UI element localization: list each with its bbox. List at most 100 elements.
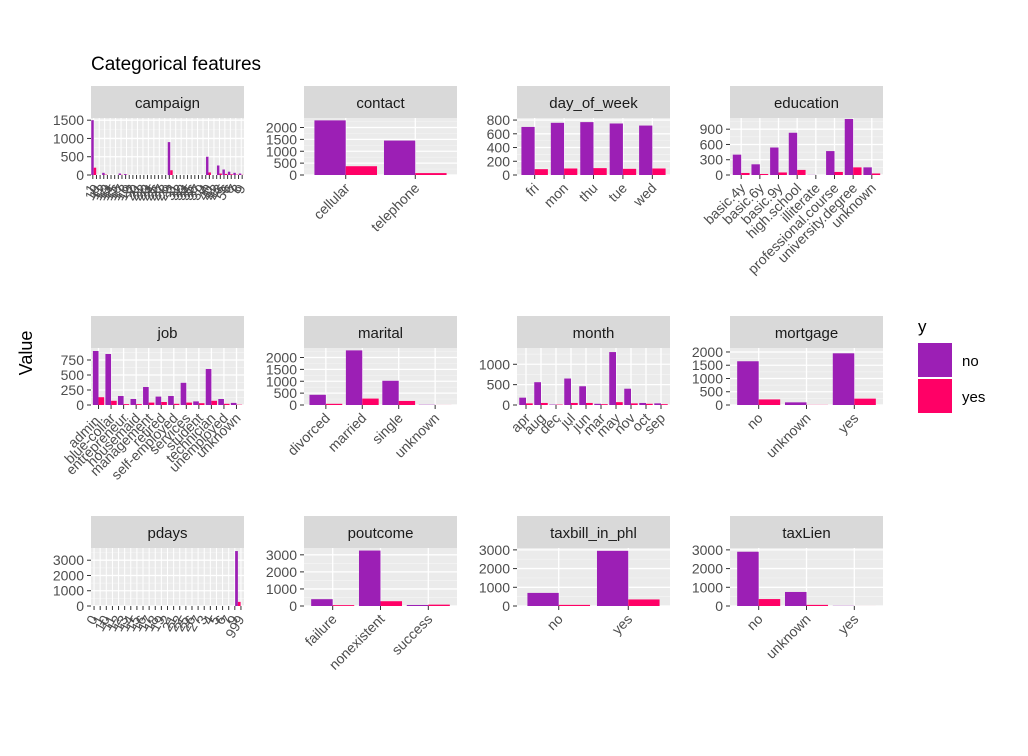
x-tick-label: 28	[151, 181, 173, 203]
y-tick-label: 2000	[53, 567, 84, 583]
y-tick-label: 0	[502, 598, 510, 614]
bar-no-taxLien-no	[737, 551, 759, 606]
x-tick-label: 20	[121, 181, 143, 203]
bar-no-job-unknown	[230, 402, 237, 405]
bar-yes-pdays	[237, 601, 241, 606]
bar-yes-education-unknown	[871, 173, 881, 175]
x-tick-label: 26	[143, 181, 165, 203]
facet-strip-label: poutcome	[348, 525, 414, 542]
bar-yes-education-basic.4y	[741, 172, 750, 175]
bar-yes-job-admin.	[98, 397, 105, 405]
y-tick-label: 0	[502, 397, 510, 413]
bar-no-mortgage-unknown	[784, 402, 807, 405]
x-tick-label: no	[743, 611, 765, 633]
x-tick-label: 39	[187, 181, 209, 203]
y-tick-label: 1000	[479, 356, 510, 372]
facet-strip	[517, 86, 670, 118]
facet-month: month05001000apraugdecjuljunmarmaynovoct…	[479, 316, 670, 440]
bar-no-campaign	[216, 165, 220, 175]
legend: y no yes	[918, 317, 985, 413]
bar-yes-education-basic.6y	[759, 173, 769, 175]
bar-no-month-mar	[594, 403, 601, 405]
x-tick-label: 56	[213, 181, 235, 203]
y-tick-label: 3000	[266, 547, 297, 563]
facet-taxbill_in_phl: taxbill_in_phl 0 1000 2000 3000 no yes	[479, 516, 670, 638]
bar-yes-job-technician	[211, 400, 218, 405]
x-tick-label: 15	[100, 181, 122, 203]
bar-no-month-aug	[534, 382, 541, 405]
bar-no-marital-single	[382, 380, 399, 405]
bar-no-day_of_week-thu	[580, 122, 594, 175]
facet-strip-label: pdays	[147, 525, 187, 542]
y-tick-label: 1000	[266, 143, 297, 159]
x-tick-label: 19	[114, 181, 136, 203]
x-tick-label: yes	[609, 611, 636, 638]
x-tick-label: 21	[159, 612, 181, 634]
facet-strip-label: month	[573, 325, 615, 342]
facet-strip	[91, 516, 244, 548]
bar-no-month-nov	[624, 388, 631, 405]
x-tick-label: 12	[103, 612, 125, 634]
bar-no-month-apr	[519, 397, 526, 405]
y-tick-label: 1000	[479, 579, 510, 595]
bar-no-job-technician	[205, 369, 212, 405]
y-tick-label: 600	[487, 126, 511, 142]
legend-label-no: no	[962, 353, 979, 370]
bar-no-job-self-employed	[168, 396, 174, 405]
y-tick-label: 0	[76, 598, 84, 614]
facet-strip	[517, 316, 670, 348]
bar-no-day_of_week-fri	[521, 126, 535, 175]
bar-no-month-sep	[654, 403, 661, 405]
y-tick-label: 2000	[479, 561, 510, 577]
x-tick-label: 23	[132, 181, 154, 203]
x-tick-label: 36	[180, 181, 202, 203]
bar-yes-education-high.school	[797, 169, 806, 175]
x-tick-label: 16	[103, 181, 125, 203]
bar-no-job-unemployed	[218, 399, 224, 405]
x-tick-label: 34	[172, 181, 194, 203]
x-tick-label: wed	[629, 180, 659, 210]
bar-no-taxLien-unknown	[784, 591, 807, 606]
x-tick-label: 43	[205, 181, 227, 203]
facet-strip-label: day_of_week	[549, 95, 638, 112]
y-tick-label: 1000	[266, 581, 297, 597]
x-tick-label: 33	[169, 181, 191, 203]
x-tick-label: 17	[134, 612, 156, 634]
x-tick-label: 14	[116, 612, 138, 634]
x-tick-label: 10	[81, 181, 103, 203]
y-tick-label: 600	[700, 136, 724, 152]
x-tick-label: 37	[183, 181, 205, 203]
bar-yes-contact-cellular	[345, 166, 378, 175]
facet-strip	[517, 516, 670, 548]
bar-yes-poutcome-failure	[332, 605, 355, 606]
x-tick-label: yes	[835, 410, 862, 437]
bar-yes-poutcome-nonexistent	[380, 601, 403, 606]
y-tick-label: 1500	[692, 357, 723, 373]
bar-no-mortgage-no	[737, 361, 759, 405]
y-tick-label: 0	[502, 167, 510, 183]
bar-no-job-student	[193, 401, 199, 405]
x-tick-label: cellular	[310, 180, 353, 223]
x-tick-label: yes	[835, 611, 862, 638]
bar-no-education-high.school	[788, 132, 798, 175]
y-tick-label: 300	[700, 152, 724, 168]
legend-key-yes	[918, 379, 952, 413]
facet-education: education0300600900basic.4ybasic.6ybasic…	[700, 86, 883, 277]
bar-no-campaign	[238, 173, 242, 175]
bar-yes-campaign	[208, 172, 211, 175]
legend-key-no	[918, 343, 952, 377]
bar-yes-campaign	[93, 167, 97, 175]
y-tick-label: 1000	[692, 370, 723, 386]
x-tick-label: success	[388, 611, 435, 658]
y-tick-label: 800	[487, 112, 511, 128]
facet-strip	[304, 316, 457, 348]
facet-strip	[91, 86, 244, 118]
bar-no-job-admin.	[92, 351, 99, 405]
bar-no-campaign	[124, 174, 127, 175]
bar-no-campaign	[227, 171, 231, 175]
bar-no-month-oct	[639, 402, 646, 405]
facet-strip	[304, 516, 457, 548]
bar-no-job-services	[180, 382, 187, 405]
bar-yes-marital-divorced	[325, 403, 343, 405]
